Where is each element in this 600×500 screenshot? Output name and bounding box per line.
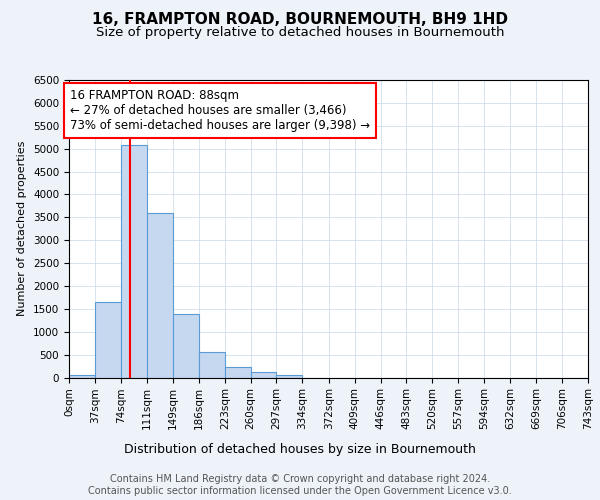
Bar [251, 372, 277, 378]
Bar [225, 367, 251, 378]
Text: 16 FRAMPTON ROAD: 88sqm
← 27% of detached houses are smaller (3,466)
73% of semi: 16 FRAMPTON ROAD: 88sqm ← 27% of detache… [70, 89, 371, 132]
Bar [146, 212, 173, 378]
Bar [69, 375, 95, 378]
Bar [173, 314, 199, 378]
Bar [121, 145, 146, 378]
Text: Size of property relative to detached houses in Bournemouth: Size of property relative to detached ho… [96, 26, 504, 39]
Bar [277, 375, 302, 378]
Text: Distribution of detached houses by size in Bournemouth: Distribution of detached houses by size … [124, 442, 476, 456]
Y-axis label: Number of detached properties: Number of detached properties [17, 141, 28, 316]
Text: Contains public sector information licensed under the Open Government Licence v3: Contains public sector information licen… [88, 486, 512, 496]
Bar [199, 352, 225, 378]
Bar [95, 302, 121, 378]
Text: 16, FRAMPTON ROAD, BOURNEMOUTH, BH9 1HD: 16, FRAMPTON ROAD, BOURNEMOUTH, BH9 1HD [92, 12, 508, 28]
Text: Contains HM Land Registry data © Crown copyright and database right 2024.: Contains HM Land Registry data © Crown c… [110, 474, 490, 484]
